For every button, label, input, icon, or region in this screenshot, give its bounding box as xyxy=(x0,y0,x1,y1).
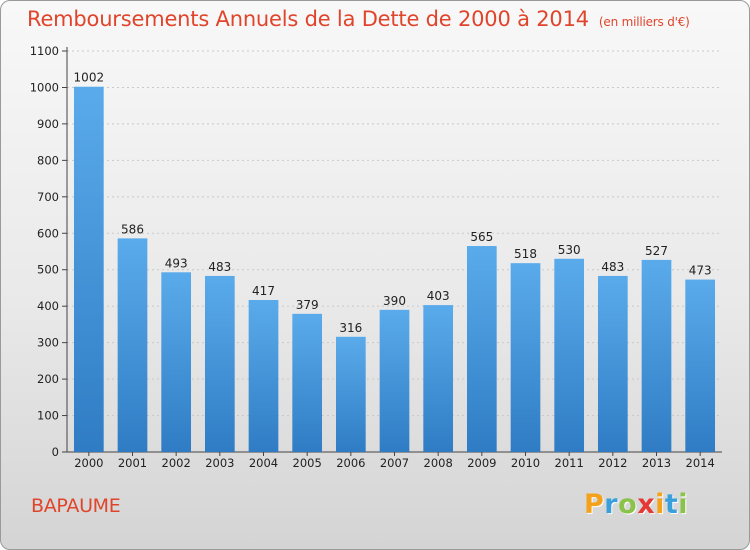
commune-name: BAPAUME xyxy=(31,495,121,517)
bar xyxy=(117,238,148,452)
logo-letter: t xyxy=(664,489,679,520)
y-tick-label: 900 xyxy=(37,117,59,131)
x-tick-label: 2011 xyxy=(555,456,584,470)
bar xyxy=(292,313,323,452)
x-tick-label: 2012 xyxy=(598,456,627,470)
bar xyxy=(554,258,585,452)
x-tick-label: 2000 xyxy=(74,456,103,470)
y-tick-label: 300 xyxy=(37,336,59,350)
x-tick-label: 2005 xyxy=(293,456,322,470)
y-tick-label: 0 xyxy=(52,445,59,459)
value-label: 417 xyxy=(252,284,275,298)
bar xyxy=(248,299,279,452)
value-label: 518 xyxy=(514,247,537,261)
x-tick-label: 2014 xyxy=(686,456,715,470)
y-tick-label: 1000 xyxy=(30,80,59,94)
logo-letter: i xyxy=(678,489,689,520)
logo-letter: r xyxy=(604,489,619,520)
y-tick-label: 700 xyxy=(37,190,59,204)
y-tick-label: 100 xyxy=(37,409,59,423)
logo-letter: o xyxy=(618,489,638,520)
bar xyxy=(161,272,192,452)
chart-subtitle: (en milliers d'€) xyxy=(598,15,690,29)
x-tick-label: 2013 xyxy=(642,456,671,470)
value-label: 1002 xyxy=(74,71,105,85)
x-tick-label: 2001 xyxy=(118,456,147,470)
chart-title-text: Remboursements Annuels de la Dette de 20… xyxy=(27,7,589,31)
logo-letter: i xyxy=(655,489,665,520)
x-tick-label: 2003 xyxy=(205,456,234,470)
x-tick-label: 2010 xyxy=(511,456,540,470)
logo-letter: P xyxy=(584,489,605,520)
x-tick-label: 2007 xyxy=(380,456,409,470)
bar xyxy=(379,309,410,452)
bar xyxy=(466,246,497,452)
value-label: 379 xyxy=(296,298,319,312)
x-tick-label: 2008 xyxy=(424,456,453,470)
y-tick-label: 200 xyxy=(37,372,59,386)
y-tick-label: 500 xyxy=(37,263,59,277)
bar xyxy=(423,305,454,452)
value-label: 527 xyxy=(645,244,668,258)
value-label: 390 xyxy=(383,294,406,308)
value-label: 586 xyxy=(121,222,144,236)
bar xyxy=(685,279,716,452)
value-label: 565 xyxy=(470,230,493,244)
x-tick-label: 2009 xyxy=(467,456,496,470)
proxiti-logo: Proxiti xyxy=(584,489,688,520)
bar xyxy=(510,263,541,452)
x-tick-label: 2006 xyxy=(336,456,365,470)
value-label: 530 xyxy=(558,243,581,257)
logo-letter: x xyxy=(637,489,656,520)
bar xyxy=(335,336,366,452)
x-tick-label: 2004 xyxy=(249,456,278,470)
labels: 0 100 200 300 400 500 600 700 800 900 1000 1100 1002… xyxy=(30,44,715,470)
value-label: 493 xyxy=(165,256,188,270)
value-label: 483 xyxy=(601,260,624,274)
y-tick-label: 800 xyxy=(37,153,59,167)
y-tick-label: 1100 xyxy=(30,44,59,58)
value-label: 483 xyxy=(208,260,231,274)
chart-title: Remboursements Annuels de la Dette de 20… xyxy=(27,7,690,31)
bar xyxy=(597,275,628,452)
bars xyxy=(73,86,716,452)
bar xyxy=(204,275,235,452)
bar xyxy=(641,259,672,452)
value-label: 473 xyxy=(689,264,712,278)
value-label: 316 xyxy=(339,321,362,335)
value-label: 403 xyxy=(427,289,450,303)
y-tick-label: 400 xyxy=(37,299,59,313)
x-tick-label: 2002 xyxy=(162,456,191,470)
y-tick-label: 600 xyxy=(37,226,59,240)
bar xyxy=(73,86,104,452)
